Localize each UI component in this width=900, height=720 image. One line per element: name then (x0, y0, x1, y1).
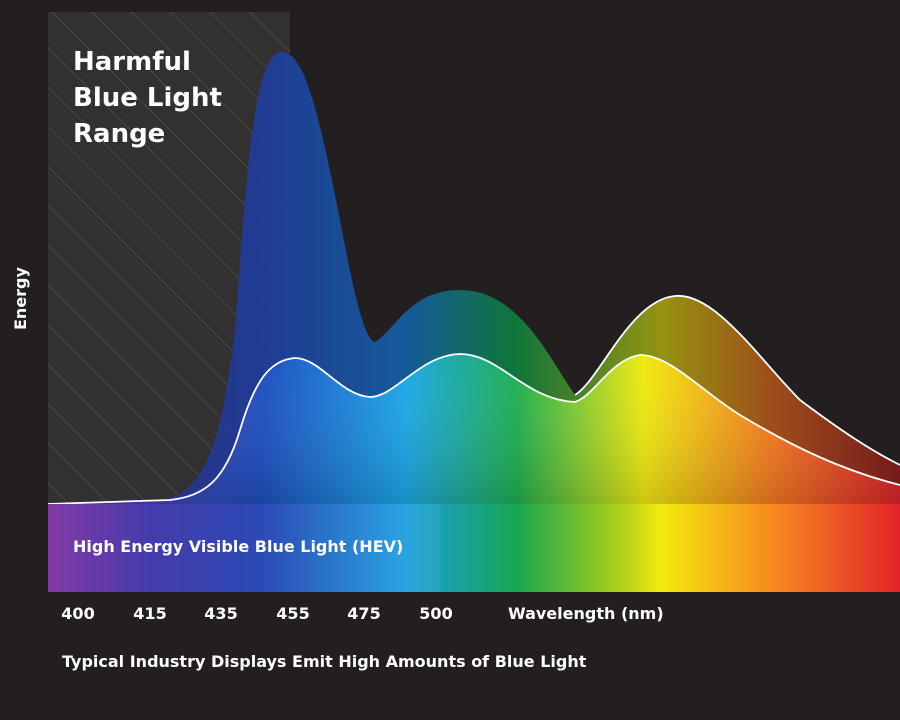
x-tick-475: 475 (347, 604, 381, 623)
x-tick-435: 435 (204, 604, 238, 623)
hev-band-label: High Energy Visible Blue Light (HEV) (73, 537, 404, 556)
harmful-range-title: Harmful Blue Light Range (73, 44, 293, 152)
harmful-range-title-line-3: Range (73, 119, 166, 149)
x-tick-455: 455 (276, 604, 310, 623)
series-filtered-line (47, 353, 900, 505)
x-axis-label: Wavelength (nm) (508, 604, 664, 623)
spectrum-band (48, 504, 900, 592)
x-tick-400: 400 (61, 604, 95, 623)
series-typical-display-line (574, 295, 900, 466)
chart-caption: Typical Industry Displays Emit High Amou… (62, 652, 587, 671)
x-tick-500: 500 (419, 604, 453, 623)
hev-band-overlay (48, 504, 440, 592)
x-tick-415: 415 (133, 604, 167, 623)
harmful-range-title-line-1: Harmful (73, 47, 191, 77)
harmful-range-title-line-2: Blue Light (73, 83, 222, 113)
y-axis-label: Energy (11, 267, 30, 330)
